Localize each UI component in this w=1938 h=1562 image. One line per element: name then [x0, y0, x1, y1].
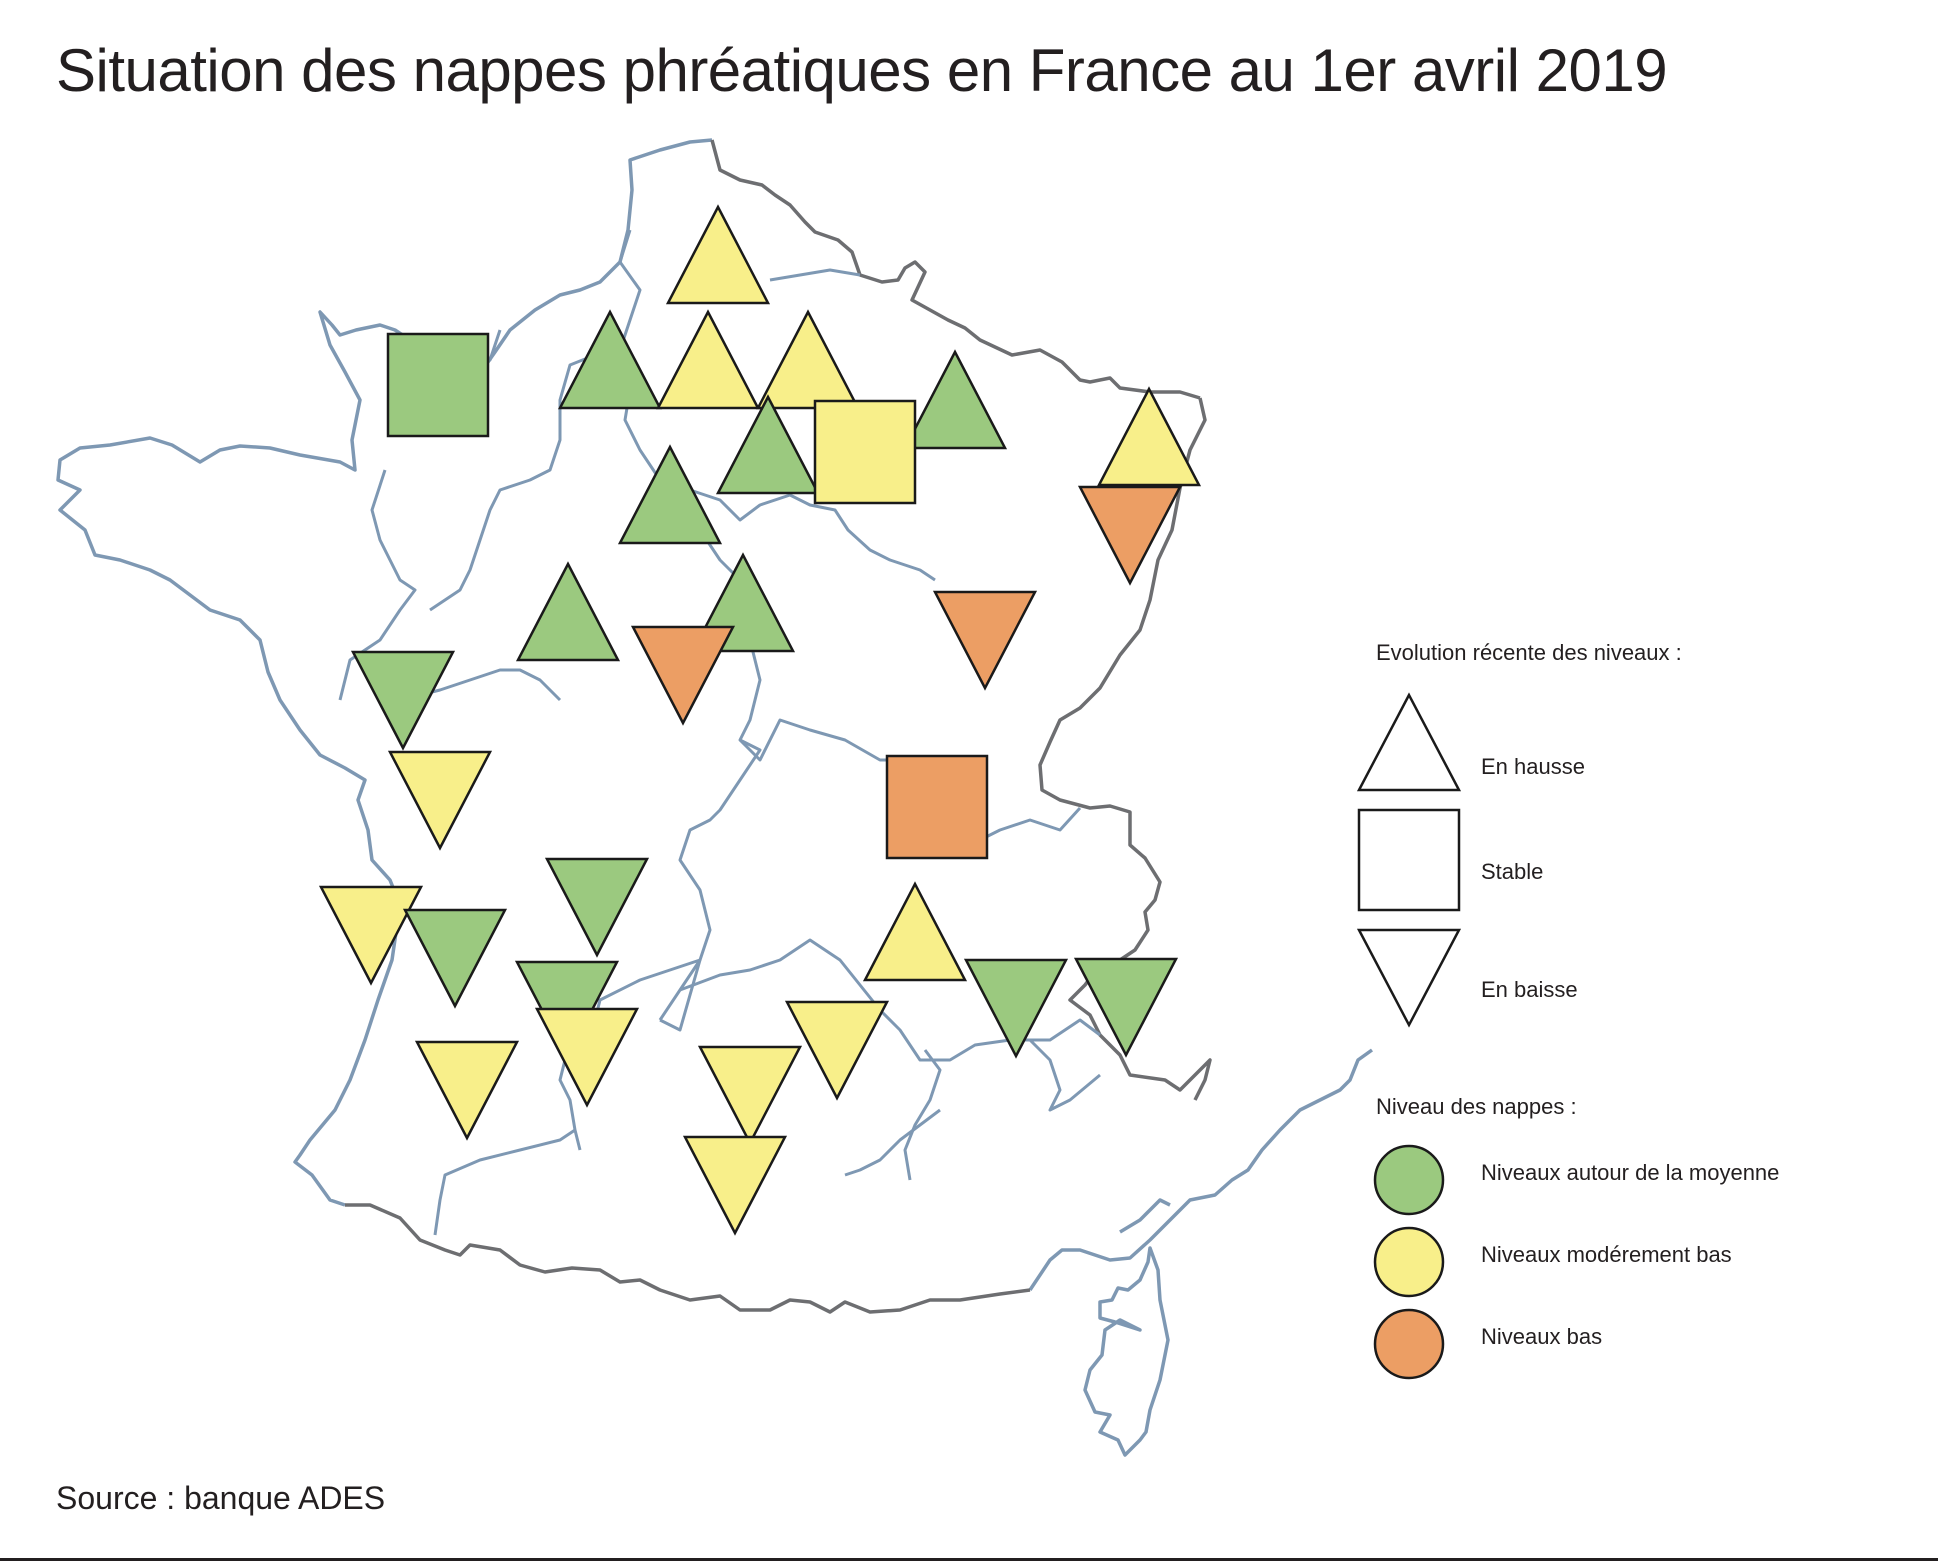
legend-label-moderement-bas: Niveaux modérement bas — [1481, 1242, 1732, 1267]
station-marker-hausse-moderement-bas — [665, 204, 771, 305]
station-marker-hausse-moyenne — [557, 309, 663, 410]
source-note: Source : banque ADES — [56, 1480, 386, 1516]
legend-label-moyenne: Niveaux autour de la moyenne — [1481, 1160, 1780, 1185]
station-marker-baisse-moyenne — [963, 958, 1069, 1059]
station-marker-baisse-moyenne — [402, 908, 508, 1009]
bottom-rule — [0, 1558, 1938, 1561]
station-marker-hausse-moyenne — [902, 349, 1008, 450]
legend-label-stable: Stable — [1481, 859, 1544, 884]
station-marker-hausse-moyenne — [515, 561, 621, 662]
legend-evolution-title: Evolution récente des niveaux : — [1376, 640, 1682, 665]
station-marker-stable-moderement-bas — [813, 399, 917, 505]
legend-square-icon — [1357, 808, 1461, 912]
legend-circle-moderement-bas-icon — [1373, 1226, 1445, 1298]
station-marker-baisse-moderement-bas — [697, 1045, 803, 1146]
map-title: Situation des nappes phréatiques en Fran… — [56, 37, 1668, 104]
station-marker-stable-moyenne — [386, 332, 490, 438]
station-marker-hausse-moderement-bas — [755, 309, 861, 410]
legend-circle-moyenne-icon — [1373, 1144, 1445, 1216]
legend-level-title: Niveau des nappes : — [1376, 1094, 1577, 1119]
marker-layer — [318, 204, 1202, 1236]
station-marker-baisse-moderement-bas — [534, 1007, 640, 1108]
station-marker-baisse-moderement-bas — [414, 1040, 520, 1141]
legend-label-bas: Niveaux bas — [1481, 1324, 1603, 1349]
station-marker-baisse-moyenne — [1073, 957, 1179, 1058]
station-marker-hausse-moderement-bas — [862, 881, 968, 982]
basin-limits — [338, 229, 1101, 1236]
station-marker-hausse-moderement-bas — [1096, 386, 1202, 487]
station-marker-baisse-moderement-bas — [784, 1000, 890, 1101]
legend-triangle-down-icon — [1356, 928, 1462, 1028]
station-marker-hausse-moderement-bas — [655, 309, 761, 410]
legend-shapes — [1356, 692, 1462, 1380]
legend-circle-bas-icon — [1373, 1308, 1445, 1380]
legend-label-en-hausse: En hausse — [1481, 754, 1585, 779]
station-marker-baisse-moyenne — [544, 857, 650, 958]
station-marker-baisse-moyenne — [350, 650, 456, 751]
station-marker-baisse-moderement-bas — [682, 1135, 788, 1236]
station-marker-hausse-moyenne — [715, 394, 821, 495]
station-marker-baisse-bas — [630, 625, 736, 726]
coastline — [56, 138, 1374, 1457]
station-marker-baisse-bas — [1077, 485, 1183, 586]
land-borders — [345, 139, 1212, 1314]
station-marker-hausse-moyenne — [617, 444, 723, 545]
legend-label-en-baisse: En baisse — [1481, 977, 1578, 1002]
station-marker-baisse-moderement-bas — [318, 885, 424, 986]
station-marker-stable-bas — [885, 754, 989, 860]
station-marker-baisse-bas — [932, 590, 1038, 691]
legend-triangle-up-icon — [1356, 692, 1462, 792]
station-marker-baisse-moderement-bas — [387, 750, 493, 851]
